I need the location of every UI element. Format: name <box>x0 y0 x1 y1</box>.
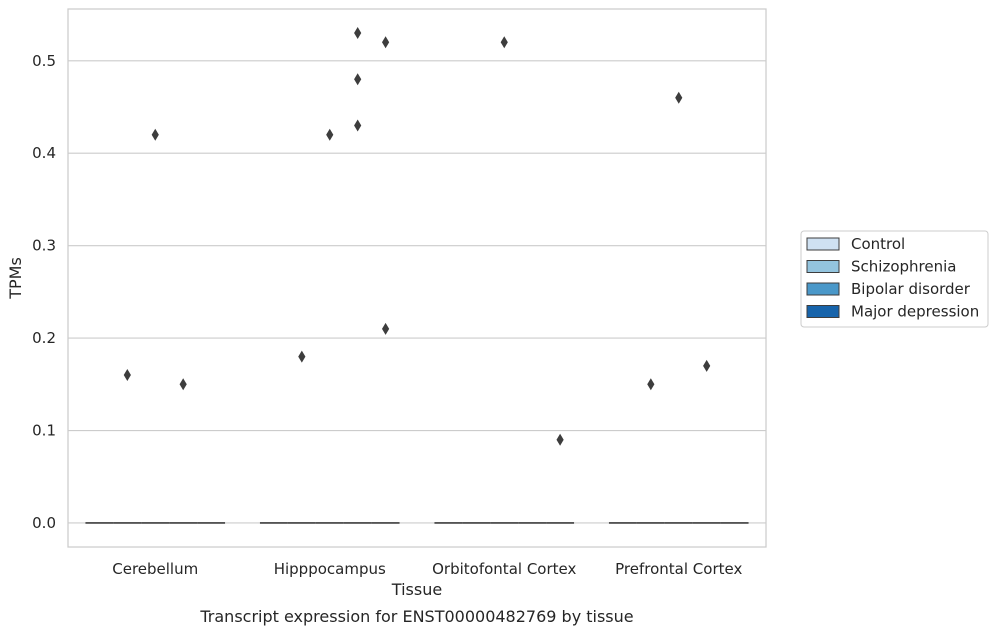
outlier-point <box>647 378 655 391</box>
x-axis-title: Tissue <box>391 580 442 599</box>
y-tick-label: 0.5 <box>32 52 56 70</box>
plot-background <box>68 9 766 547</box>
outlier-point <box>179 378 187 391</box>
y-axis-title: TPMs <box>6 257 25 300</box>
legend-label: Control <box>851 235 905 253</box>
legend-swatch <box>806 237 840 251</box>
outlier-point <box>381 36 390 49</box>
y-tick-labels: 0.0 0.1 0.2 0.3 0.4 0.5 <box>32 52 56 532</box>
outlier-point <box>151 128 159 141</box>
legend-items: Control Schizophrenia Bipolar disorder Majo… <box>806 235 979 321</box>
outlier-point <box>703 359 711 372</box>
legend-swatch <box>806 282 840 296</box>
legend-swatch <box>806 305 840 318</box>
plot-frame <box>67 8 767 548</box>
x-tick-label: Orbitofontal Cortex <box>432 560 576 578</box>
y-tick-label: 0.1 <box>32 422 56 440</box>
legend-label: Major depression <box>851 303 979 321</box>
outlier-point <box>675 91 683 104</box>
outlier-point <box>354 27 362 40</box>
outlier-point <box>123 369 131 382</box>
y-tick-label: 0.4 <box>32 144 56 162</box>
x-tick-label: Prefrontal Cortex <box>615 560 742 578</box>
x-tick-labels: Cerebellum Hipppocampus Orbitofontal Corte… <box>112 560 742 578</box>
outlier-point <box>326 128 334 141</box>
outlier-point <box>381 322 390 335</box>
x-tick-label: Cerebellum <box>112 560 198 578</box>
outlier-point <box>556 433 564 446</box>
legend-label: Bipolar disorder <box>851 280 971 298</box>
legend-swatch <box>806 260 840 273</box>
outlier-points <box>123 27 711 446</box>
outlier-point <box>354 73 362 86</box>
legend-label: Schizophrenia <box>851 258 956 276</box>
outlier-point <box>500 36 508 49</box>
legend: Control Schizophrenia Bipolar disorder Majo… <box>800 230 989 328</box>
y-tick-label: 0.0 <box>32 514 56 532</box>
legend-frame <box>800 230 989 328</box>
y-tick-label: 0.2 <box>32 329 56 347</box>
x-tick-label: Hipppocampus <box>274 560 386 578</box>
outlier-point <box>354 119 362 132</box>
outlier-point <box>298 350 306 363</box>
y-tick-label: 0.3 <box>32 237 56 255</box>
figure-caption: Transcript expression for ENST0000048276… <box>199 607 633 626</box>
